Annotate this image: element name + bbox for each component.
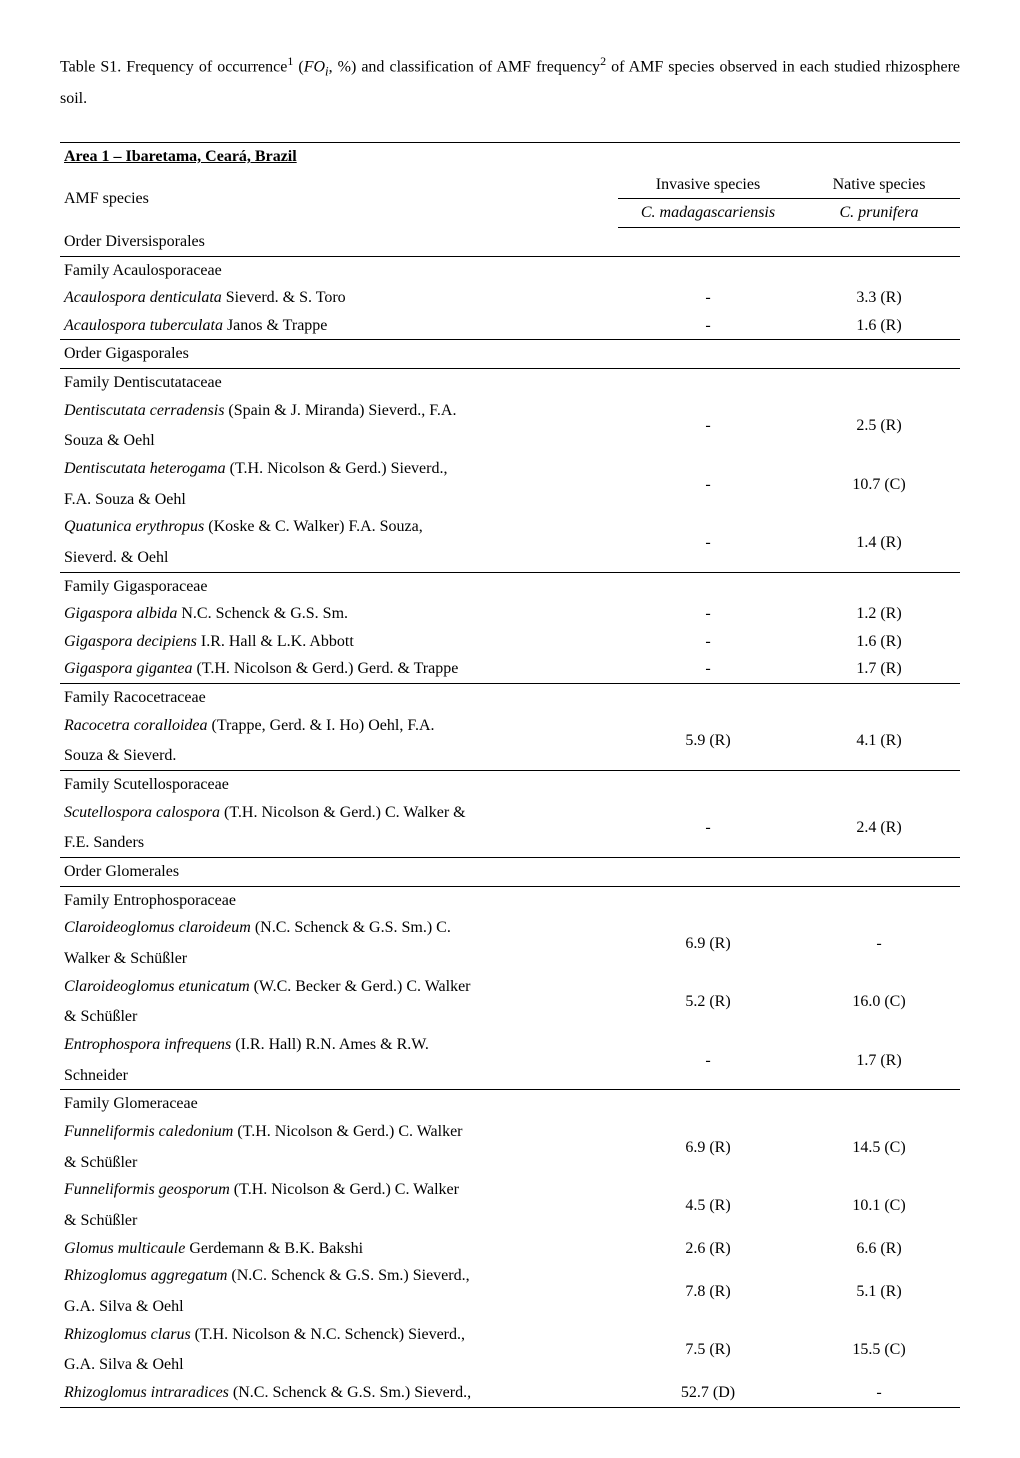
caption-mid1: ( bbox=[293, 58, 303, 75]
species-name-cont: & Schüßler bbox=[60, 1149, 618, 1177]
species-name-cell: Rhizoglomus aggregatum (N.C. Schenck & G… bbox=[60, 1262, 618, 1290]
native-value: 3.3 (R) bbox=[798, 284, 960, 312]
species-name-cell: Claroideoglomus claroideum (N.C. Schenck… bbox=[60, 914, 618, 942]
family-label: Family Dentiscutataceae bbox=[60, 368, 960, 396]
invasive-value: - bbox=[618, 312, 798, 340]
family-label: Family Glomeraceae bbox=[60, 1090, 960, 1118]
species-name-cont: Walker & Schüßler bbox=[60, 945, 618, 973]
species-name-cell: Quatunica erythropus (Koske & C. Walker)… bbox=[60, 513, 618, 541]
invasive-value: - bbox=[618, 628, 798, 656]
table-caption: Table S1. Frequency of occurrence1 (FOi,… bbox=[60, 50, 960, 114]
invasive-value: - bbox=[618, 655, 798, 683]
species-name-cell: Acaulospora denticulata Sieverd. & S. To… bbox=[60, 284, 618, 312]
species-name-cell: Rhizoglomus intraradices (N.C. Schenck &… bbox=[60, 1379, 618, 1407]
species-name-cell: Rhizoglomus clarus (T.H. Nicolson & N.C.… bbox=[60, 1321, 618, 1349]
native-value: 1.2 (R) bbox=[798, 600, 960, 628]
species-name-cont: G.A. Silva & Oehl bbox=[60, 1351, 618, 1379]
native-value: 6.6 (R) bbox=[798, 1235, 960, 1263]
amf-table: Area 1 – Ibaretama, Ceará, BrazilAMF spe… bbox=[60, 142, 960, 1407]
species-name-cell: Funneliformis caledonium (T.H. Nicolson … bbox=[60, 1118, 618, 1146]
caption-pre: Table S1. Frequency of occurrence bbox=[60, 58, 287, 75]
header-invasive: Invasive species bbox=[618, 171, 798, 199]
family-label: Family Entrophosporaceae bbox=[60, 886, 960, 914]
native-value: - bbox=[798, 1379, 960, 1407]
species-name-cont: & Schüßler bbox=[60, 1207, 618, 1235]
species-name-cell: Dentiscutata heterogama (T.H. Nicolson &… bbox=[60, 455, 618, 483]
species-name-cell: Gigaspora albida N.C. Schenck & G.S. Sm. bbox=[60, 600, 618, 628]
species-name-cell: Dentiscutata cerradensis (Spain & J. Mir… bbox=[60, 397, 618, 425]
header-amf: AMF species bbox=[60, 171, 618, 228]
native-value: 1.7 (R) bbox=[798, 655, 960, 683]
order-label: Order Glomerales bbox=[60, 858, 960, 887]
species-name-cell: Funneliformis geosporum (T.H. Nicolson &… bbox=[60, 1176, 618, 1204]
family-label: Family Gigasporaceae bbox=[60, 572, 960, 600]
family-label: Family Racocetraceae bbox=[60, 684, 960, 712]
species-name-cell: Gigaspora gigantea (T.H. Nicolson & Gerd… bbox=[60, 655, 618, 683]
invasive-value: 2.6 (R) bbox=[618, 1235, 798, 1263]
native-value: 1.6 (R) bbox=[798, 312, 960, 340]
species-name-cell: Entrophospora infrequens (I.R. Hall) R.N… bbox=[60, 1031, 618, 1059]
species-name-cell: Claroideoglomus etunicatum (W.C. Becker … bbox=[60, 973, 618, 1001]
invasive-value: - bbox=[618, 600, 798, 628]
invasive-value: - bbox=[618, 284, 798, 312]
species-name-cont: Sieverd. & Oehl bbox=[60, 544, 618, 572]
caption-mid2: , %) and classification of AMF frequency bbox=[329, 58, 600, 75]
header-native: Native species bbox=[798, 171, 960, 199]
header-invasive-species: C. madagascariensis bbox=[618, 199, 798, 228]
species-name-cont: G.A. Silva & Oehl bbox=[60, 1293, 618, 1321]
species-name-cell: Gigaspora decipiens I.R. Hall & L.K. Abb… bbox=[60, 628, 618, 656]
species-name-cont: F.E. Sanders bbox=[60, 829, 618, 857]
species-name-cell: Acaulospora tuberculata Janos & Trappe bbox=[60, 312, 618, 340]
species-name-cell: Racocetra coralloidea (Trappe, Gerd. & I… bbox=[60, 712, 618, 740]
native-value: 1.6 (R) bbox=[798, 628, 960, 656]
caption-fo: FO bbox=[304, 58, 325, 75]
species-name-cont: Schneider bbox=[60, 1062, 618, 1090]
species-name-cell: Glomus multicaule Gerdemann & B.K. Baksh… bbox=[60, 1235, 618, 1263]
species-name-cont: F.A. Souza & Oehl bbox=[60, 486, 618, 514]
species-name-cont: & Schüßler bbox=[60, 1003, 618, 1031]
area-header: Area 1 – Ibaretama, Ceará, Brazil bbox=[60, 143, 960, 171]
species-name-cont: Souza & Sieverd. bbox=[60, 742, 618, 770]
invasive-value: 52.7 (D) bbox=[618, 1379, 798, 1407]
species-name-cell: Scutellospora calospora (T.H. Nicolson &… bbox=[60, 799, 618, 827]
species-name-cont: Souza & Oehl bbox=[60, 427, 618, 455]
header-native-species: C. prunifera bbox=[798, 199, 960, 228]
family-label: Family Acaulosporaceae bbox=[60, 256, 960, 284]
family-label: Family Scutellosporaceae bbox=[60, 771, 960, 799]
order-label: Order Diversisporales bbox=[60, 228, 960, 257]
order-label: Order Gigasporales bbox=[60, 340, 960, 369]
